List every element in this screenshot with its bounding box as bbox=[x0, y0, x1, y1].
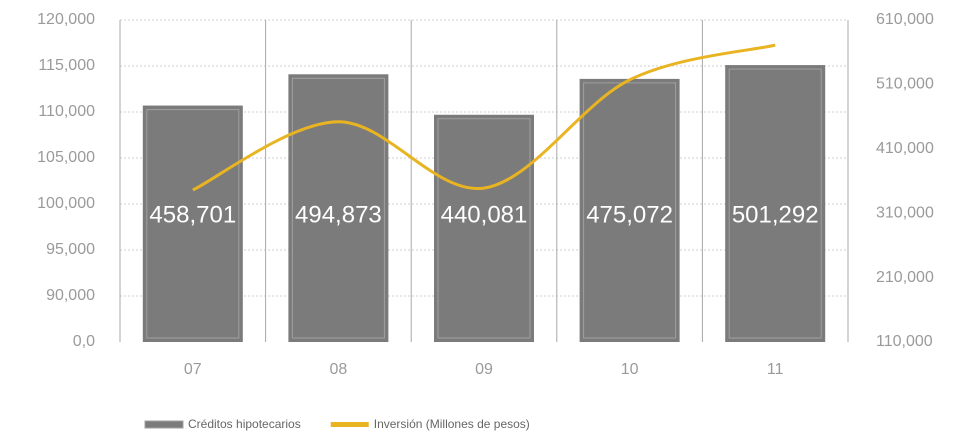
bar-inner-border bbox=[728, 68, 822, 339]
bar-inner-border bbox=[291, 77, 385, 339]
legend-label: Inversión (Millones de pesos) bbox=[374, 417, 530, 431]
y-tick-label: 100,000 bbox=[37, 195, 95, 212]
y-tick-label: 95,000 bbox=[46, 241, 95, 258]
y-tick-label: 110,000 bbox=[38, 103, 95, 120]
bar bbox=[288, 74, 389, 342]
y2-tick-label: 210,000 bbox=[876, 269, 934, 286]
y-tick-label: 0,0 bbox=[73, 333, 95, 350]
y-tick-label: 115,000 bbox=[38, 57, 95, 74]
legend-swatch bbox=[144, 420, 184, 429]
line bbox=[192, 43, 776, 192]
y2-tick-label: 510,000 bbox=[876, 76, 934, 93]
y2-tick-label: 110,000 bbox=[876, 333, 933, 350]
y-tick-label: 120,000 bbox=[37, 11, 95, 28]
y2-tick-label: 610,000 bbox=[876, 11, 934, 28]
bar-inner-border bbox=[146, 109, 240, 339]
bar-label: 475,072 bbox=[586, 201, 673, 228]
bar bbox=[725, 65, 826, 342]
x-tick-label: 11 bbox=[767, 361, 784, 378]
legend-label: Créditos hipotecarios bbox=[188, 417, 301, 431]
bar-label: 494,873 bbox=[295, 201, 382, 228]
y2-tick-label: 410,000 bbox=[876, 140, 934, 157]
y2-tick-label: 310,000 bbox=[876, 204, 934, 221]
bar bbox=[142, 105, 243, 342]
legend-swatch bbox=[330, 422, 369, 427]
bar-label: 440,081 bbox=[441, 201, 528, 228]
x-tick-label: 10 bbox=[621, 361, 639, 378]
y-tick-label: 90,000 bbox=[46, 287, 95, 304]
bar-label: 501,292 bbox=[732, 201, 819, 228]
bar-inner-border bbox=[583, 82, 677, 339]
bar-label: 458,701 bbox=[149, 201, 236, 228]
x-tick-label: 08 bbox=[330, 361, 348, 378]
bar-inner-border bbox=[437, 118, 531, 339]
bar bbox=[579, 78, 680, 342]
y-tick-label: 105,000 bbox=[37, 149, 95, 166]
bar bbox=[434, 114, 534, 342]
x-tick-label: 09 bbox=[475, 361, 493, 378]
x-tick-label: 07 bbox=[184, 361, 202, 378]
